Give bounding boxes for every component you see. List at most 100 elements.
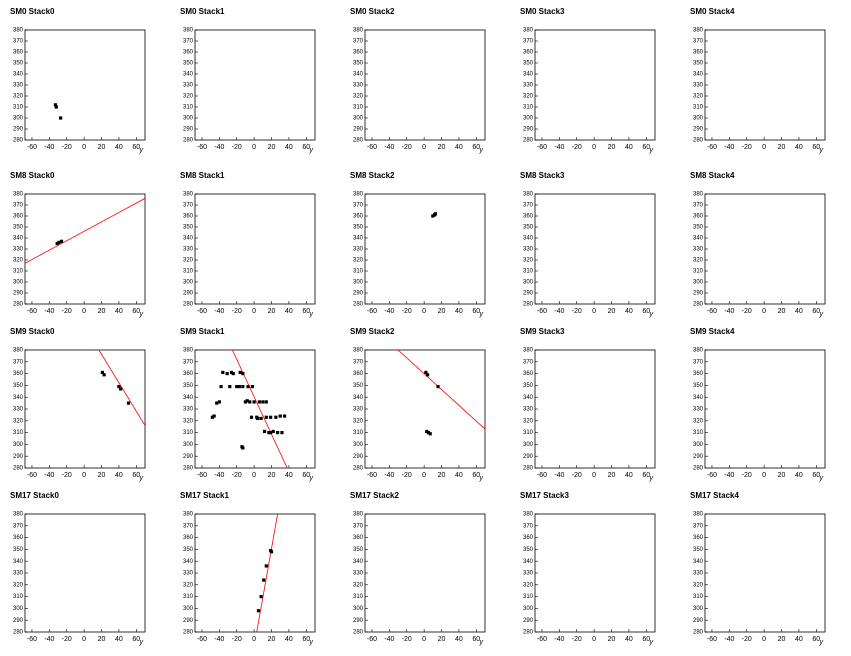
point bbox=[256, 609, 261, 613]
y-tick-label: 280 bbox=[353, 630, 364, 636]
x-tick-label: 0 bbox=[762, 308, 766, 315]
panel: SM8 Stack1 -60 -40 -20 0 20 40 60 280 290 300 310 32… bbox=[180, 171, 316, 318]
panel: SM8 Stack3 -60 -40 -20 0 20 40 60 280 290 300 310 32… bbox=[520, 171, 656, 318]
y-tick-label: 350 bbox=[183, 225, 194, 231]
plot-frame bbox=[364, 29, 486, 141]
x-tick-label: 20 bbox=[778, 636, 786, 643]
plot-frame bbox=[364, 193, 486, 305]
fit-line bbox=[25, 198, 145, 264]
chart-title: SM9 Stack0 bbox=[10, 327, 55, 336]
y-tick-label: 380 bbox=[13, 28, 24, 34]
y-tick-label: 290 bbox=[523, 291, 534, 297]
x-tick-label: 0 bbox=[762, 636, 766, 643]
plot-area bbox=[53, 103, 63, 120]
plot-frame bbox=[194, 193, 316, 305]
x-tick-label: -60 bbox=[537, 308, 547, 315]
y-tick-label: 310 bbox=[693, 269, 704, 275]
plot-area bbox=[431, 212, 438, 218]
point bbox=[267, 431, 271, 435]
x-tick-label: 60 bbox=[812, 144, 820, 151]
y-tick-label: 350 bbox=[523, 225, 534, 231]
y-tick-label: 290 bbox=[353, 127, 364, 133]
y-tick-label: 290 bbox=[183, 618, 194, 624]
y-tick-label: 300 bbox=[13, 442, 24, 448]
y-tick-label: 290 bbox=[183, 454, 194, 460]
point bbox=[257, 400, 261, 404]
y-tick-label: 280 bbox=[13, 138, 24, 144]
point bbox=[246, 384, 250, 389]
y-tick-label: 350 bbox=[13, 383, 24, 389]
x-axis-label: y bbox=[649, 639, 654, 646]
x-tick-label: 20 bbox=[98, 308, 106, 315]
y-tick-label: 300 bbox=[353, 116, 364, 122]
y-tick-label: 350 bbox=[693, 383, 704, 389]
chart-title: SM17 Stack0 bbox=[10, 491, 59, 500]
y-tick-label: 320 bbox=[693, 582, 704, 588]
y-tick-label: 340 bbox=[353, 395, 364, 401]
point bbox=[424, 370, 428, 375]
x-tick-label: 0 bbox=[82, 636, 86, 643]
x-tick-label: 20 bbox=[608, 144, 616, 151]
y-tick-label: 280 bbox=[523, 302, 534, 308]
point bbox=[264, 415, 268, 419]
point bbox=[280, 431, 284, 435]
point bbox=[271, 429, 275, 434]
y-tick-label: 340 bbox=[353, 236, 364, 242]
y-tick-label: 330 bbox=[353, 247, 364, 253]
y-tick-label: 330 bbox=[183, 407, 194, 413]
y-tick-label: 340 bbox=[693, 236, 704, 242]
y-tick-label: 350 bbox=[693, 547, 704, 553]
y-tick-label: 330 bbox=[693, 571, 704, 577]
plot-frame bbox=[534, 29, 656, 141]
x-tick-label: -60 bbox=[367, 308, 377, 315]
y-tick-label: 350 bbox=[693, 61, 704, 67]
point bbox=[264, 564, 268, 568]
chart-title: SM17 Stack1 bbox=[180, 491, 229, 500]
y-tick-label: 350 bbox=[523, 547, 534, 553]
x-tick-label: -60 bbox=[537, 636, 547, 643]
x-tick-label: 60 bbox=[132, 144, 140, 151]
x-tick-label: -20 bbox=[742, 144, 752, 151]
y-tick-label: 310 bbox=[353, 430, 364, 436]
y-tick-label: 360 bbox=[183, 535, 194, 541]
y-tick-label: 330 bbox=[13, 83, 24, 89]
x-tick-label: -60 bbox=[27, 308, 37, 315]
point bbox=[431, 214, 435, 218]
y-tick-label: 320 bbox=[353, 94, 364, 100]
x-tick-label: 40 bbox=[625, 472, 633, 479]
y-tick-label: 370 bbox=[693, 359, 704, 365]
point bbox=[261, 400, 265, 404]
x-tick-label: -40 bbox=[724, 144, 734, 151]
x-tick-label: -40 bbox=[384, 144, 394, 151]
point bbox=[126, 401, 131, 405]
x-tick-label: -60 bbox=[367, 636, 377, 643]
point bbox=[269, 415, 273, 419]
y-tick-label: 290 bbox=[693, 454, 704, 460]
y-tick-label: 320 bbox=[693, 94, 704, 100]
y-tick-label: 380 bbox=[693, 28, 704, 34]
y-tick-label: 300 bbox=[693, 442, 704, 448]
y-tick-label: 300 bbox=[523, 606, 534, 612]
x-tick-label: -20 bbox=[402, 308, 412, 315]
point bbox=[57, 240, 61, 244]
x-tick-label: 40 bbox=[625, 636, 633, 643]
y-tick-label: 350 bbox=[13, 225, 24, 231]
y-tick-label: 360 bbox=[13, 50, 24, 56]
y-tick-label: 350 bbox=[353, 383, 364, 389]
plot-frame bbox=[534, 349, 656, 469]
plot-frame bbox=[364, 513, 486, 633]
y-tick-label: 340 bbox=[13, 395, 24, 401]
y-tick-label: 370 bbox=[353, 203, 364, 209]
y-tick-label: 310 bbox=[353, 594, 364, 600]
y-tick-label: 320 bbox=[353, 418, 364, 424]
plot-frame bbox=[534, 513, 656, 633]
x-tick-label: 40 bbox=[115, 144, 123, 151]
y-tick-label: 360 bbox=[13, 371, 24, 377]
x-tick-label: 20 bbox=[778, 144, 786, 151]
x-tick-label: -40 bbox=[44, 472, 54, 479]
x-tick-label: -40 bbox=[554, 636, 564, 643]
point bbox=[426, 431, 431, 435]
x-tick-label: 40 bbox=[455, 308, 463, 315]
y-tick-label: 380 bbox=[523, 192, 534, 198]
x-tick-label: 60 bbox=[472, 308, 480, 315]
